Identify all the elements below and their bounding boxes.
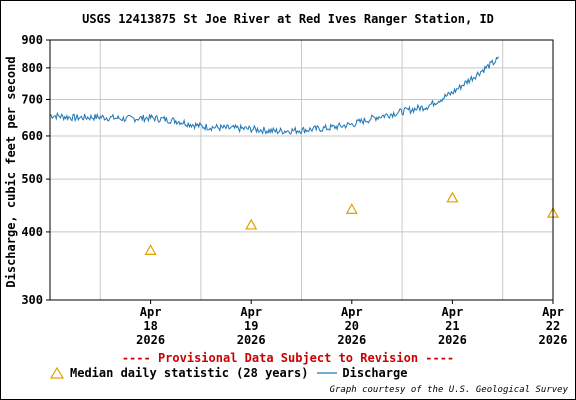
x-tick-label: 2026 — [337, 333, 366, 347]
median-marker — [245, 218, 258, 230]
x-tick-label: Apr — [442, 305, 464, 319]
y-tick-label: 300 — [21, 293, 43, 307]
legend-median-label: Median daily statistic (28 years) — [70, 366, 309, 380]
legend-discharge-line — [317, 372, 338, 374]
y-tick-labels: 300 400 500 600 700 800 900 — [21, 33, 43, 307]
usgs-credit: Graph courtesy of the U.S. Geological Su… — [329, 385, 568, 395]
grid-lines — [46, 39, 554, 304]
x-tick-label: 18 — [143, 319, 157, 333]
x-tick-label: 19 — [244, 319, 258, 333]
x-tick-label: Apr — [341, 305, 363, 319]
y-tick-label: 700 — [21, 92, 43, 106]
series-layer — [49, 56, 560, 255]
y-tick-label: 500 — [21, 172, 43, 186]
median-marker — [345, 203, 358, 214]
y-tick-label: 800 — [21, 61, 43, 75]
y-axis-label: Discharge, cubic feet per second — [4, 56, 18, 287]
plot-area-border — [49, 39, 554, 301]
x-tick-label: Apr — [240, 305, 262, 319]
y-tick-label: 900 — [21, 33, 43, 47]
provisional-notice: ---- Provisional Data Subject to Revisio… — [121, 351, 455, 365]
x-tick-labels: Apr182026Apr192026Apr202026Apr212026Apr2… — [136, 305, 567, 347]
x-tick-label: 20 — [345, 319, 359, 333]
y-tick-label: 400 — [21, 225, 43, 239]
x-tick-label: 2026 — [539, 333, 568, 347]
x-tick-label: Apr — [140, 305, 162, 319]
x-tick-label: 21 — [445, 319, 459, 333]
chart-title: USGS 12413875 St Joe River at Red Ives R… — [82, 12, 494, 26]
discharge-line — [49, 56, 499, 136]
y-tick-label: 600 — [21, 129, 43, 143]
x-tick-label: 2026 — [438, 333, 467, 347]
legend-triangle-marker — [50, 367, 64, 379]
x-tick-label: Apr — [542, 305, 564, 319]
x-tick-label: 22 — [546, 319, 560, 333]
median-marker — [144, 244, 157, 255]
x-tick-label: 2026 — [136, 333, 165, 347]
legend-discharge-label: Discharge — [342, 366, 408, 380]
legend: Median daily statistic (28 years) Discha… — [50, 366, 407, 380]
median-marker — [446, 191, 459, 203]
x-tick-label: 2026 — [237, 333, 266, 347]
